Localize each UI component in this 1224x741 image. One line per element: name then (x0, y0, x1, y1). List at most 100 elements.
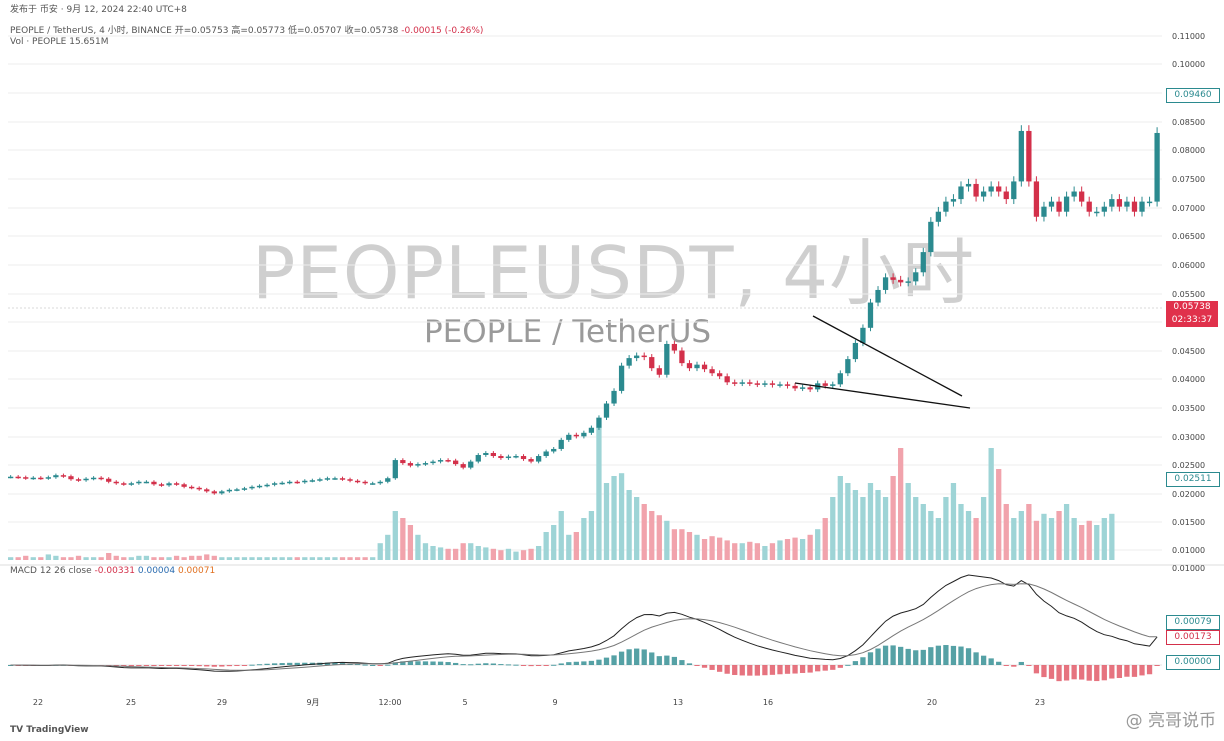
volume-legend: Vol · PEOPLE 15.651M (10, 37, 109, 47)
candle-body (558, 439, 564, 449)
macd-histogram-bar (181, 665, 187, 666)
volume-bar (845, 483, 851, 560)
macd-histogram-bar (415, 661, 421, 665)
volume-bar (905, 483, 911, 560)
candle-body (1056, 201, 1062, 212)
volume-bar (90, 557, 97, 560)
volume-bar (75, 555, 82, 560)
volume-bar (792, 537, 798, 560)
candle-body (573, 434, 579, 437)
macd-histogram-bar (958, 646, 964, 665)
macd-histogram-bar (852, 661, 859, 665)
macd-histogram-bar (724, 665, 730, 674)
macd-histogram-bar (777, 665, 783, 675)
candle-body (551, 448, 557, 452)
volume-bar (1011, 518, 1017, 560)
volume-bar (928, 511, 934, 560)
macd-histogram-bar (143, 665, 150, 666)
macd-histogram-bar (965, 648, 972, 665)
macd-histogram-bar (867, 652, 874, 665)
candle-body (1116, 199, 1123, 207)
candle-body (143, 481, 150, 484)
macd-histogram-bar (996, 661, 1002, 665)
macd-histogram-bar (950, 645, 957, 665)
ohlc-high: 高=0.05773 (231, 26, 286, 36)
candle-body (860, 327, 866, 343)
macd-histogram-bar (980, 655, 987, 665)
volume-bar (701, 539, 708, 560)
volume-bar (739, 543, 745, 560)
macd-histogram-bar (784, 665, 791, 674)
watermark-subtitle: PEOPLE / TetherUS (424, 314, 712, 350)
candle-body (302, 480, 308, 483)
wedge-upper-line (812, 315, 963, 397)
candle-body (75, 479, 82, 481)
macd-histogram-bar (837, 665, 843, 668)
candle-body (1154, 132, 1160, 202)
candle-body (799, 387, 806, 389)
volume-bar (626, 490, 632, 560)
price-tick-label: 0.04000 (1172, 375, 1205, 384)
price-tick-label: 0.08000 (1172, 146, 1205, 155)
macd-histogram-bar (1131, 665, 1138, 677)
price-tick-label: 0.02000 (1172, 490, 1205, 499)
macd-histogram-bar (822, 665, 828, 671)
macd-histogram-bar (905, 648, 911, 665)
ohlc-open: 开=0.05753 (174, 26, 229, 36)
price-tick-label: 0.11000 (1172, 32, 1205, 41)
volume-bar (445, 548, 451, 560)
macd-histogram-bar (649, 652, 655, 665)
macd-histogram-bar (324, 662, 331, 665)
macd-histogram-bar (1063, 665, 1070, 681)
volume-bar (762, 546, 768, 560)
candle-body (453, 460, 459, 465)
macd-histogram-bar (1048, 665, 1055, 679)
candle-body (581, 432, 587, 437)
volume-bar (347, 557, 353, 560)
macd-histogram-bar (1033, 665, 1040, 674)
candle-body (1011, 181, 1017, 200)
candle-body (196, 487, 202, 490)
macd-histogram-bar (928, 647, 934, 665)
macd-histogram-bar (332, 662, 338, 665)
candle-body (468, 461, 474, 468)
macd-line (10, 574, 1158, 672)
macd-histogram-bar (988, 658, 994, 665)
price-tick-label: 0.07500 (1172, 175, 1205, 184)
macd-histogram-bar (189, 665, 195, 666)
volume-bar (437, 547, 444, 560)
tradingview-logo: TV TradingView (10, 725, 89, 735)
macd-histogram-bar (136, 665, 142, 666)
candle-body (392, 460, 398, 479)
candle-body (1146, 201, 1153, 204)
candle-body (882, 277, 889, 290)
volume-bar (241, 557, 248, 560)
macd-histogram-bar (226, 665, 233, 667)
candle-body (988, 186, 994, 192)
volume-bar (686, 532, 693, 560)
volume-bar (309, 557, 315, 560)
candle-body (241, 488, 248, 490)
volume-bar (143, 555, 150, 560)
volume-bar (294, 557, 300, 560)
candle-body (407, 463, 414, 466)
macd-histogram-bar (249, 664, 255, 666)
macd-histogram-bar (1011, 665, 1017, 667)
macd-histogram-bar (475, 663, 481, 665)
time-tick-label: 13 (673, 698, 683, 707)
volume-bar (23, 555, 29, 560)
macd-histogram-bar (566, 662, 572, 665)
candle-body (935, 211, 942, 222)
volume-bar (1071, 518, 1077, 560)
candle-body (739, 382, 745, 384)
candle-body (1071, 191, 1077, 197)
candle-body (535, 456, 542, 462)
candle-body (618, 365, 625, 391)
volume-bar (38, 557, 44, 560)
candle-body (634, 355, 640, 359)
macd-histogram-bar (264, 663, 270, 665)
macd-histogram-bar (913, 650, 919, 665)
volume-bar (45, 554, 51, 560)
candle-body (1094, 211, 1100, 214)
